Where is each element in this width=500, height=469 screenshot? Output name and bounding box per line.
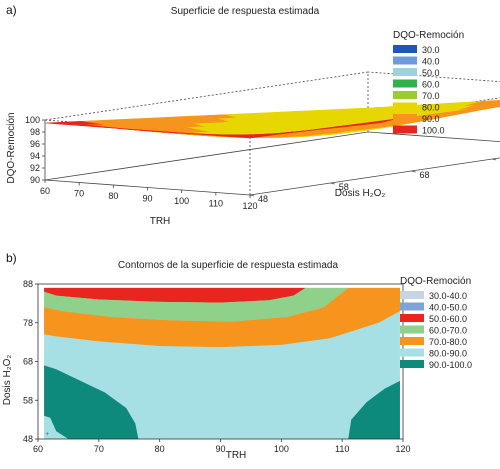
z-tick-label: 98 [30, 127, 40, 137]
y-tick-label: 68 [23, 357, 33, 367]
z-tick-label: 100 [25, 115, 40, 125]
legend-swatch [400, 303, 424, 311]
legend-label: 70.0 [422, 91, 440, 101]
legend-label: 40.0 [422, 57, 440, 67]
legend-swatch [393, 91, 417, 99]
x-tick-label: 120 [395, 444, 410, 454]
surface-z-axis-label: DQO-Remoción [6, 112, 17, 183]
surface-legend: 30.0 40.050.0 60.070.0 80.090.0 100.0 [393, 45, 445, 136]
contour-y-axis-label: Dosis H₂O₂ [2, 355, 13, 406]
surface-chart-title: Superficie de respuesta estimada [171, 6, 320, 17]
x-tick-label: 80 [155, 444, 165, 454]
z-tick-label: 94 [30, 151, 40, 161]
x-tick-label: 70 [74, 189, 84, 199]
contour-chart-title: Contornos de la superficie de respuesta … [118, 260, 339, 271]
x-tick-label: 110 [335, 444, 349, 454]
legend-label: 60.0 [422, 80, 440, 90]
legend-swatch [393, 80, 417, 88]
y-tick-label: 48 [258, 194, 268, 204]
panel-b-label: b) [6, 251, 17, 265]
legend-swatch [400, 326, 424, 334]
x-tick-label: 60 [33, 444, 43, 454]
legend-label: 90.0-100.0 [429, 360, 472, 370]
legend-label: 50.0-60.0 [429, 314, 467, 324]
surface-legend-title: DQO-Remoción [393, 30, 464, 41]
y-tick-mark [331, 183, 335, 184]
y-tick-label: 58 [23, 395, 33, 405]
legend-label: 90.0 [422, 114, 440, 124]
legend-swatch [400, 349, 424, 357]
box-floor-edge [45, 132, 368, 180]
legend-label: 80.0 [422, 103, 440, 113]
legend-swatch [393, 68, 417, 76]
contour-chart-svg: b) Contornos de la superficie de respues… [0, 232, 500, 464]
legend-label: 60.0-70.0 [429, 326, 467, 336]
x-tick-label: 110 [209, 199, 223, 209]
x-tick-label: 100 [274, 444, 289, 454]
x-tick-label: 100 [174, 196, 189, 206]
legend-swatch [400, 337, 424, 345]
legend-swatch [400, 291, 424, 299]
y-tick-label: 78 [23, 318, 33, 328]
contour-plot-area: + [38, 284, 403, 439]
contour-legend: 30.0-40.0 40.0-50.050.0-60.0 60.0-70.070.0… [400, 291, 472, 370]
y-tick-mark [492, 159, 496, 160]
legend-swatch [393, 103, 417, 111]
legend-swatch [400, 360, 424, 368]
legend-swatch [393, 126, 417, 134]
y-tick-label: 88 [23, 279, 33, 289]
panel-a-label: a) [6, 3, 17, 17]
surface-chart-svg: a) Superficie de respuesta estimada 60 70… [0, 0, 500, 232]
x-tick-label: 90 [215, 444, 225, 454]
x-tick-label: 70 [94, 444, 104, 454]
x-tick-label: 90 [142, 194, 152, 204]
legend-label: 40.0-50.0 [429, 303, 467, 313]
x-tick-label: 60 [40, 186, 50, 196]
legend-label: 80.0-90.0 [429, 349, 467, 359]
y-tick-label: 48 [23, 434, 33, 444]
z-tick-label: 96 [30, 139, 40, 149]
surface-y-axis-label: Dosis H₂O₂ [335, 188, 386, 199]
surface-x-axis-label: TRH [150, 216, 171, 227]
legend-label: 50.0 [422, 68, 440, 78]
legend-swatch [400, 314, 424, 322]
contour-x-axis-label: TRH [226, 450, 247, 461]
legend-swatch [393, 45, 417, 53]
x-tick-label: 120 [242, 201, 257, 211]
legend-label: 100.0 [422, 126, 445, 136]
contour-legend-title: DQO-Remoción [400, 276, 471, 287]
legend-label: 30.0 [422, 45, 440, 55]
legend-label: 30.0-40.0 [429, 291, 467, 301]
y-tick-label: 68 [420, 170, 430, 180]
legend-swatch [393, 57, 417, 65]
plot-annotation: + [45, 431, 49, 438]
z-tick-label: 92 [30, 163, 40, 173]
y-tick-mark [412, 171, 416, 172]
legend-label: 70.0-80.0 [429, 337, 467, 347]
y-tick-mark [250, 195, 254, 196]
z-tick-label: 90 [30, 175, 40, 185]
surface-chart-panel: a) Superficie de respuesta estimada 60 70… [0, 0, 500, 232]
contour-chart-panel: b) Contornos de la superficie de respues… [0, 232, 500, 464]
legend-swatch [393, 114, 417, 122]
x-tick-label: 80 [108, 191, 118, 201]
